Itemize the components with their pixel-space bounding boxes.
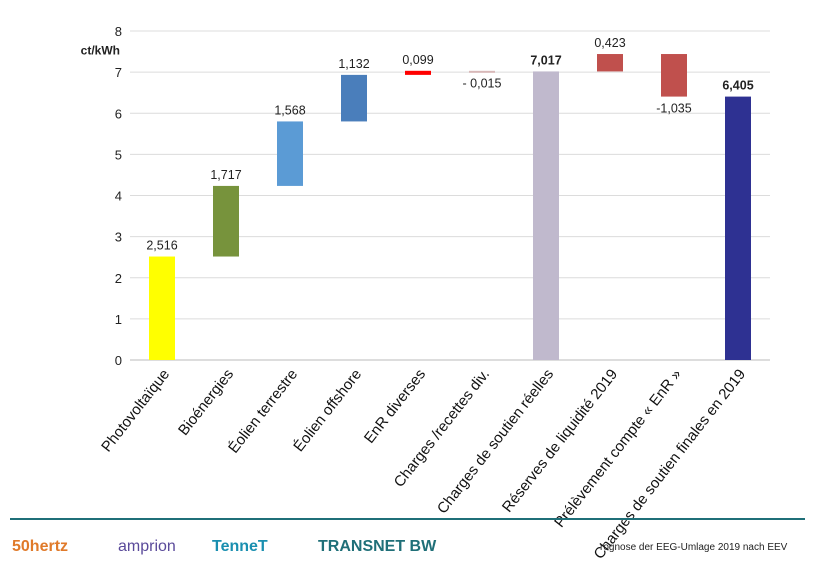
data-label: 0,099 [402,53,433,67]
data-label: 2,516 [146,239,177,253]
bar [341,74,367,122]
data-label: 1,132 [338,57,369,71]
data-label: 6,405 [722,79,753,93]
logo-amprion: amprion [118,538,176,555]
y-tick-label: 6 [115,106,122,121]
x-tick-label: Réserves de liquidité 2019 [499,366,621,516]
bar [725,96,751,361]
data-label: 7,017 [530,53,561,67]
data-label: 0,423 [594,36,625,50]
logo-transnet-bw: TRANSNET BW [318,538,437,555]
logo-tennet: TenneT [212,538,268,555]
logo-50hertz: 50hertz [12,538,69,555]
data-label: 1,717 [210,168,241,182]
bar [533,71,559,360]
y-tick-label: 5 [115,147,122,162]
y-axis-label: ct/kWh [81,44,120,58]
footer-divider [10,518,805,520]
y-tick-label: 0 [115,353,122,368]
x-tick-label: Bioénergies [175,366,237,439]
x-tick-label: EnR diverses [361,366,429,447]
bar [277,121,303,186]
y-tick-label: 3 [115,230,122,245]
bar [661,54,687,97]
data-label: - 0,015 [463,76,502,90]
x-tick-label: Photovoltaïque [98,366,173,455]
x-tick-label: Prélèvement compte « EnR » [551,366,685,531]
y-tick-label: 7 [115,65,122,80]
bar [469,70,495,73]
bar [213,185,239,257]
bar [405,70,431,75]
x-tick-label: Éolien offshore [290,366,365,455]
y-tick-label: 2 [115,271,122,286]
y-tick-label: 4 [115,189,122,204]
data-label: -1,035 [656,102,691,116]
data-label: 1,568 [274,103,305,117]
source-note: rognose der EEG-Umlage 2019 nach EEV [600,542,788,553]
y-tick-label: 8 [115,24,122,39]
bar [149,256,175,360]
y-tick-label: 1 [115,312,122,327]
bar [597,54,623,72]
x-tick-label: Charges de soutien réelles [434,366,557,517]
x-tick-label: Éolien terrestre [225,366,301,457]
